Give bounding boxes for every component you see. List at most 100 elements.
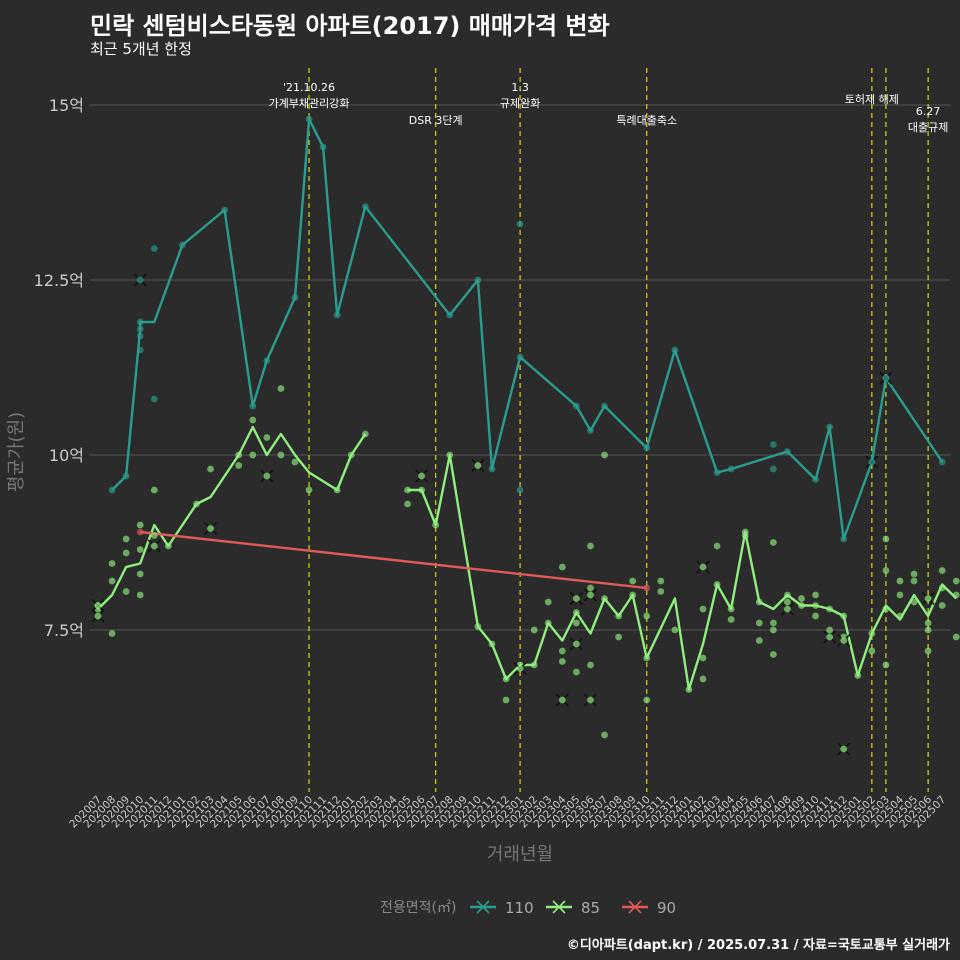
- data-point-85: [122, 549, 130, 557]
- data-point-85: [826, 605, 834, 613]
- cross-point-85: [572, 640, 580, 648]
- data-point-85: [277, 451, 285, 459]
- data-point-110: [488, 465, 496, 473]
- cross-point-85: [418, 472, 426, 480]
- cross-point-85: [699, 563, 707, 571]
- source-caption: ©디아파트(dapt.kr) / 2025.07.31 / 자료=국토교통부 실…: [566, 938, 950, 953]
- data-point-85: [896, 577, 904, 585]
- data-point-85: [727, 616, 735, 623]
- data-point-110: [769, 465, 777, 473]
- data-point-85: [587, 584, 594, 592]
- series-line-90: [140, 530, 647, 590]
- data-point-110: [136, 332, 144, 340]
- data-point-85: [699, 675, 707, 683]
- data-point-110: [319, 143, 327, 151]
- cross-point-85: [558, 696, 566, 704]
- data-point-85: [587, 661, 594, 669]
- data-point-110: [446, 311, 454, 319]
- series-lines: [97, 117, 958, 691]
- data-point-90: [643, 584, 651, 592]
- data-point-85: [572, 619, 580, 627]
- data-point-85: [938, 584, 946, 592]
- legend-entry-110: 110: [505, 899, 534, 917]
- data-point-85: [840, 612, 848, 620]
- data-point-85: [784, 591, 791, 599]
- data-point-85: [108, 577, 116, 585]
- data-point-85: [741, 532, 749, 539]
- data-point-85: [882, 661, 890, 669]
- data-point-85: [784, 598, 791, 606]
- data-point-85: [769, 619, 777, 627]
- data-point-110: [291, 294, 299, 301]
- cross-point-85: [840, 745, 848, 753]
- data-point-85: [207, 465, 214, 473]
- data-point-85: [108, 630, 116, 637]
- data-point-110: [713, 469, 721, 476]
- data-point-85: [769, 539, 777, 546]
- data-point-85: [418, 486, 426, 494]
- data-point-85: [502, 696, 510, 704]
- data-point-85: [558, 658, 566, 665]
- cross-point-85: [587, 591, 594, 599]
- data-point-85: [868, 630, 876, 637]
- cross-point-85: [826, 633, 834, 641]
- data-point-85: [924, 647, 932, 655]
- data-point-110: [179, 241, 186, 249]
- x-tick-labels: 2020072020082020092020102020112020122021…: [67, 793, 948, 830]
- legend-title: 전용면적(㎡): [380, 900, 456, 916]
- data-point-85: [657, 588, 665, 595]
- event-label: 대출규제: [908, 121, 948, 134]
- y-tick-labels: 7.5억 10억 12.5억 15억: [34, 96, 84, 640]
- data-point-85: [713, 542, 721, 550]
- data-point-85: [249, 451, 257, 459]
- data-point-85: [136, 591, 144, 599]
- data-point-85: [361, 430, 369, 438]
- cross-point-85: [150, 542, 158, 550]
- event-label: 6.27: [916, 105, 941, 118]
- data-point-85: [544, 619, 552, 627]
- data-point-110: [333, 311, 341, 319]
- cross-point-110: [868, 458, 876, 466]
- data-point-85: [601, 451, 608, 459]
- legend-marker-110: [476, 900, 490, 914]
- data-point-85: [136, 570, 144, 578]
- data-point-110: [249, 402, 257, 410]
- data-point-85: [347, 451, 355, 459]
- data-point-85: [615, 633, 622, 641]
- data-point-110: [136, 318, 144, 326]
- data-point-85: [812, 612, 819, 620]
- data-point-85: [798, 602, 805, 609]
- data-point-110: [769, 441, 777, 448]
- data-point-85: [812, 591, 819, 599]
- cross-point-85: [784, 605, 791, 613]
- cross-point-85: [94, 602, 102, 609]
- series-line-85: [97, 425, 367, 610]
- data-point-85: [854, 672, 862, 679]
- data-point-85: [826, 626, 834, 634]
- data-point-85: [952, 591, 960, 599]
- data-point-85: [882, 535, 890, 543]
- data-point-85: [601, 595, 608, 602]
- event-label: 규제완화: [500, 97, 540, 110]
- data-point-85: [812, 602, 819, 609]
- data-point-85: [798, 595, 805, 602]
- data-point-110: [305, 115, 313, 123]
- legend-entry-90: 90: [657, 899, 676, 917]
- data-point-85: [150, 532, 158, 539]
- legend-marker-90: [628, 900, 642, 914]
- data-point-110: [221, 206, 229, 214]
- data-point-85: [727, 605, 735, 613]
- data-point-85: [643, 612, 651, 620]
- data-point-85: [164, 542, 172, 550]
- data-point-85: [488, 640, 496, 648]
- data-point-85: [699, 605, 707, 613]
- data-point-85: [249, 416, 257, 424]
- data-point-110: [516, 353, 524, 361]
- cross-point-85: [263, 472, 271, 480]
- data-point-85: [629, 591, 637, 599]
- data-point-85: [558, 563, 566, 571]
- data-point-110: [826, 423, 834, 431]
- event-label: DSR 3단계: [409, 114, 463, 127]
